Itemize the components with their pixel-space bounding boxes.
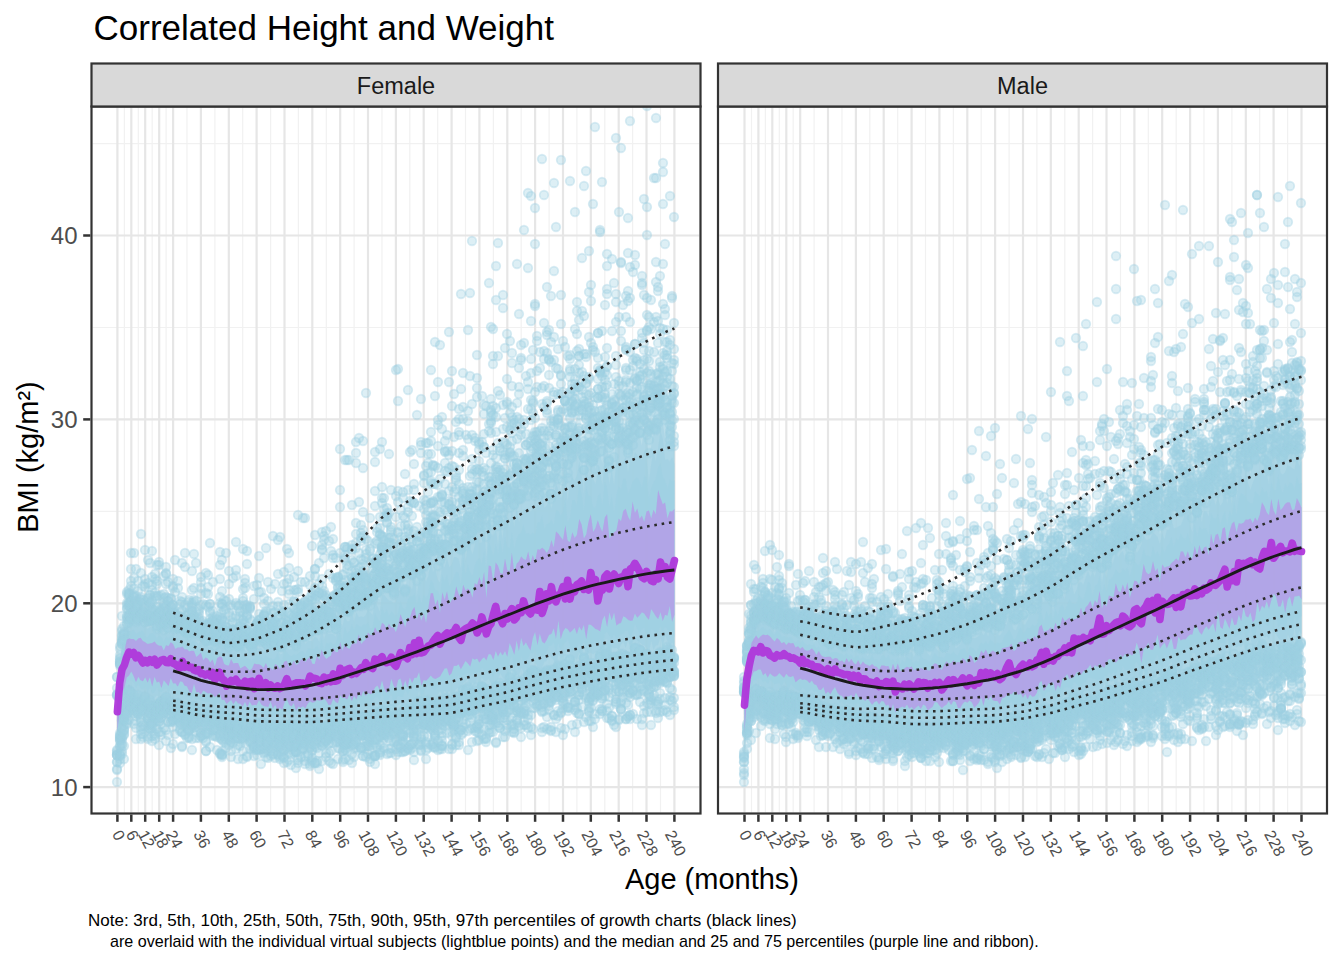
svg-text:Age (months): Age (months) bbox=[625, 863, 799, 895]
svg-text:Male: Male bbox=[997, 73, 1048, 99]
svg-text:30: 30 bbox=[51, 406, 78, 433]
svg-text:20: 20 bbox=[51, 590, 78, 617]
svg-text:Female: Female bbox=[357, 73, 435, 99]
svg-text:Correlated Height and Weight: Correlated Height and Weight bbox=[94, 8, 555, 47]
svg-text:BMI (kg/m²): BMI (kg/m²) bbox=[12, 381, 44, 532]
svg-text:are overlaid with the individu: are overlaid with the individual virtual… bbox=[110, 932, 1039, 950]
svg-text:40: 40 bbox=[51, 222, 78, 249]
svg-text:Note: 3rd, 5th, 10th, 25th, 50: Note: 3rd, 5th, 10th, 25th, 50th, 75th, … bbox=[88, 911, 797, 930]
svg-text:10: 10 bbox=[51, 774, 78, 801]
